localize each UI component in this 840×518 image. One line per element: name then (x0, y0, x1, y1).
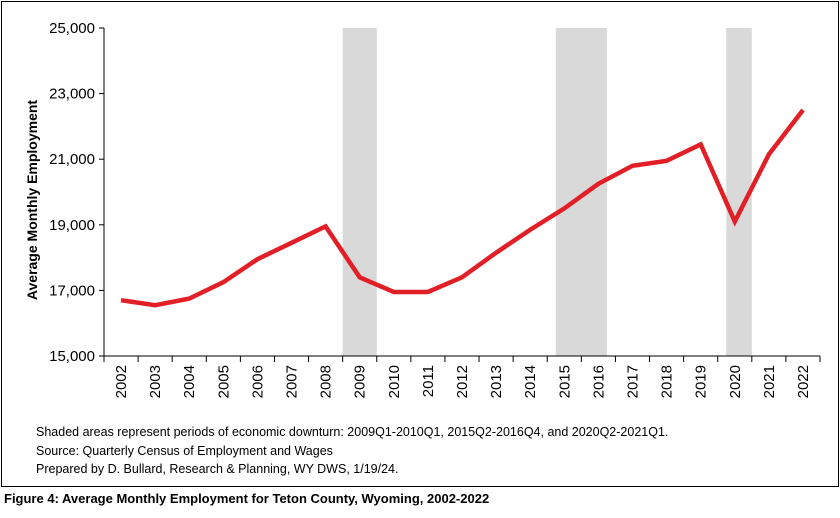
recession-bands (343, 28, 752, 356)
x-tick-label: 2017 (624, 365, 641, 398)
x-tick-label: 2020 (727, 365, 744, 398)
y-tick-labels: 15,000 17,000 19,000 21,000 23,000 25,000 (49, 20, 95, 365)
x-tick-label: 2003 (147, 365, 164, 398)
x-tick-label: 2002 (113, 365, 130, 398)
x-tick-label: 2013 (488, 365, 505, 398)
x-tick-label: 2018 (659, 365, 676, 398)
y-tick-label: 15,000 (49, 348, 95, 365)
chart-notes: Shaded areas represent periods of econom… (36, 423, 668, 479)
y-tick-label: 25,000 (49, 20, 95, 37)
axes (99, 28, 820, 362)
chart-frame: 15,000 17,000 19,000 21,000 23,000 25,000 200… (1, 1, 839, 487)
x-tick-labels: 2002 2003 2004 2005 2006 2007 2008 2009 2010 2011… (113, 365, 812, 398)
y-axis-title: Average Monthly Employment (24, 100, 40, 301)
y-tick-label: 19,000 (49, 217, 95, 234)
x-tick-label: 2011 (420, 365, 437, 397)
x-tick-label: 2007 (284, 365, 301, 398)
x-tick-label: 2019 (693, 365, 710, 398)
x-tick-label: 2006 (249, 365, 266, 398)
x-tick-label: 2009 (352, 365, 369, 398)
recession-band-1 (343, 28, 377, 356)
downturn-note: Shaded areas represent periods of econom… (36, 423, 668, 442)
x-tick-label: 2014 (522, 365, 539, 398)
x-tick-label: 2022 (795, 365, 812, 398)
prepared-by-note: Prepared by D. Bullard, Research & Plann… (36, 460, 668, 479)
x-tick-label: 2005 (215, 365, 232, 398)
x-tick-label: 2008 (318, 365, 335, 398)
x-tick-label: 2004 (181, 365, 198, 398)
x-tick-label: 2012 (454, 365, 471, 398)
line-chart: 15,000 17,000 19,000 21,000 23,000 25,000 200… (2, 2, 838, 420)
y-tick-label: 17,000 (49, 282, 95, 299)
series-line-1 (121, 110, 803, 305)
figure-caption: Figure 4: Average Monthly Employment for… (4, 491, 489, 506)
source-note: Source: Quarterly Census of Employment a… (36, 442, 668, 461)
x-tick-label: 2016 (590, 365, 607, 398)
y-tick-label: 21,000 (49, 151, 95, 168)
series-lines (121, 110, 803, 305)
y-tick-label: 23,000 (49, 86, 95, 103)
x-tick-label: 2015 (556, 365, 573, 398)
x-tick-label: 2021 (761, 365, 778, 398)
recession-band-2 (556, 28, 607, 356)
x-tick-label: 2010 (386, 365, 403, 398)
